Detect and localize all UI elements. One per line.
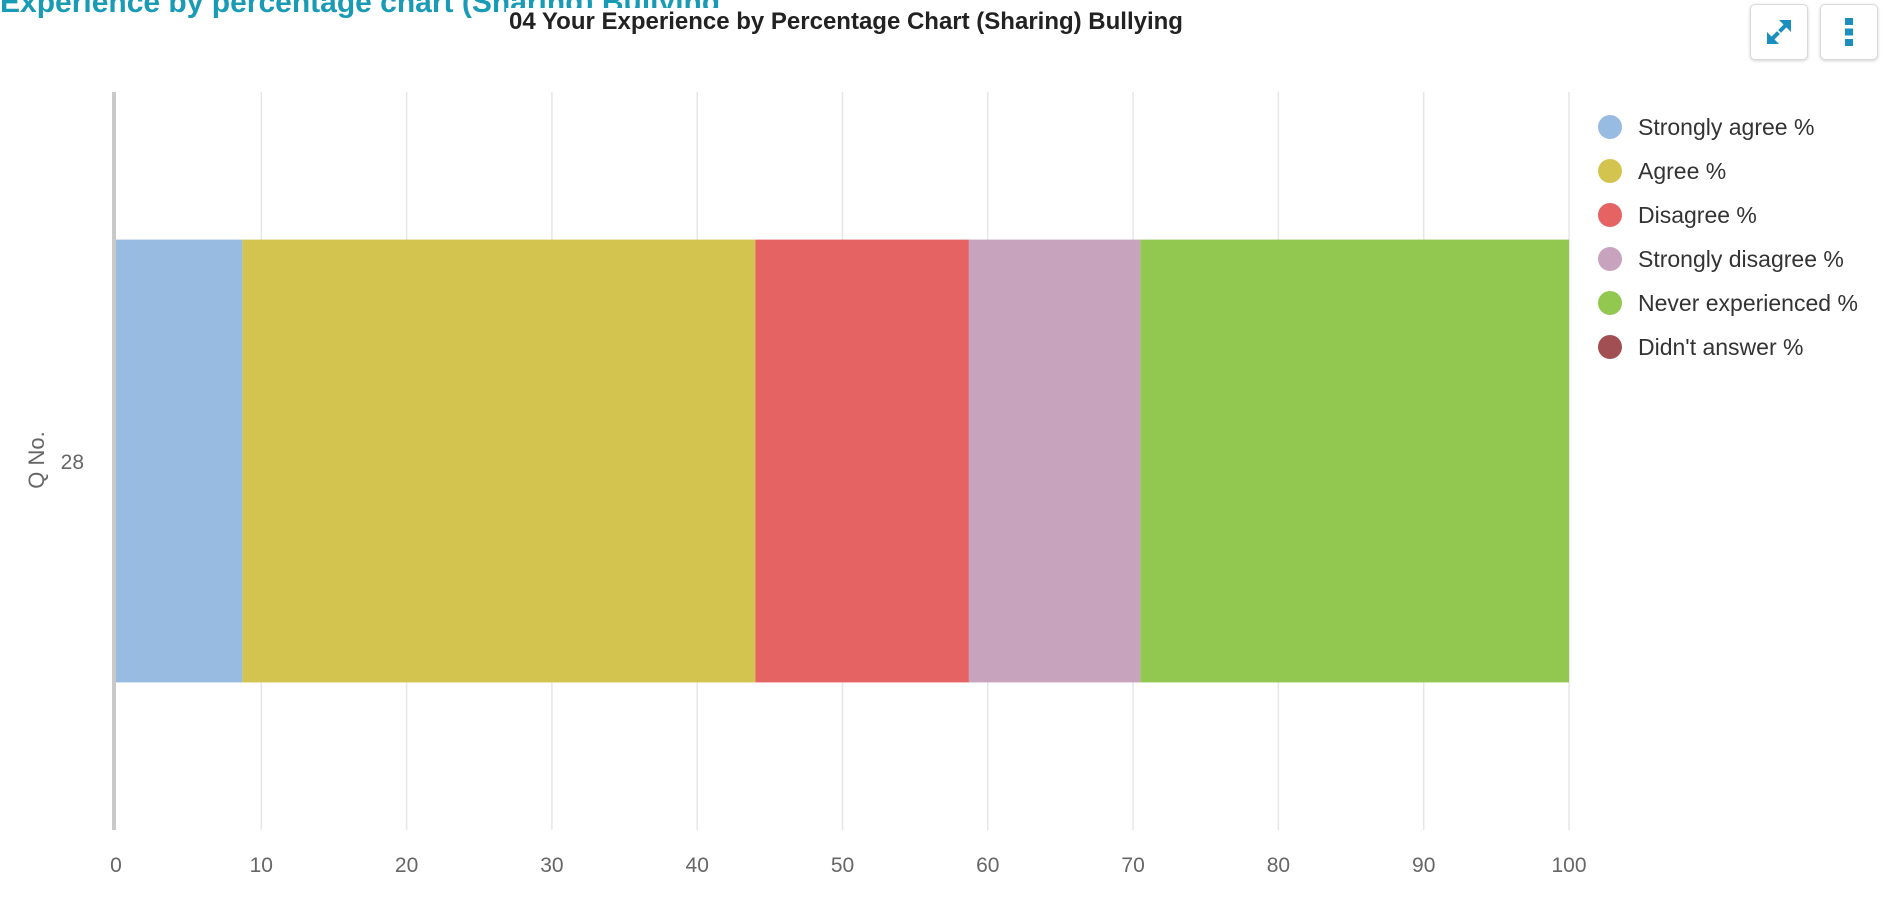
expand-button[interactable]: [1750, 4, 1808, 60]
x-tick-label-90: 90: [1412, 854, 1435, 877]
x-tick-label-10: 10: [250, 854, 273, 877]
y-category-label: 28: [61, 451, 84, 474]
x-tick-label-70: 70: [1121, 854, 1144, 877]
legend-label: Agree %: [1638, 157, 1727, 184]
legend-swatch: [1598, 247, 1622, 271]
legend-item[interactable]: Disagree %: [1598, 193, 1858, 237]
legend-item[interactable]: Agree %: [1598, 149, 1858, 193]
bar-segment-strongly-agree[interactable]: [116, 239, 243, 683]
legend-item[interactable]: Didn't answer %: [1598, 325, 1858, 369]
legend-label: Never experienced %: [1638, 289, 1858, 316]
x-tick-label-100: 100: [1551, 854, 1586, 877]
legend-swatch: [1598, 159, 1622, 183]
bar-segment-agree[interactable]: [242, 239, 756, 683]
bar-segment-never-experienced[interactable]: [1140, 239, 1569, 683]
legend-item[interactable]: Never experienced %: [1598, 281, 1858, 325]
x-tick-labels: 0 10 20 30 40 50 60 70 80 90 100: [110, 854, 1586, 877]
legend-item[interactable]: Strongly agree %: [1598, 105, 1858, 149]
legend-swatch: [1598, 203, 1622, 227]
bar-segment-strongly-disagree[interactable]: [968, 239, 1141, 683]
expand-arrows-icon: [1767, 20, 1791, 44]
x-tick-label-80: 80: [1267, 854, 1290, 877]
legend-item[interactable]: Strongly disagree %: [1598, 237, 1858, 281]
legend-label: Strongly agree %: [1638, 113, 1815, 140]
y-axis-label: Q No.: [24, 431, 49, 488]
legend-label: Didn't answer %: [1638, 333, 1804, 360]
x-tick-label-30: 30: [540, 854, 563, 877]
bar-segment-disagree[interactable]: [755, 239, 969, 683]
legend-swatch: [1598, 335, 1622, 359]
x-tick-label-0: 0: [110, 854, 122, 877]
legend-label: Disagree %: [1638, 201, 1757, 228]
bars: [116, 239, 1569, 683]
x-tick-label-50: 50: [831, 854, 854, 877]
legend-swatch: [1598, 115, 1622, 139]
chart-title: 04 Your Experience by Percentage Chart (…: [506, 8, 1186, 36]
vertical-dots-icon: [1845, 18, 1853, 46]
legend-label: Strongly disagree %: [1638, 245, 1844, 272]
legend: Strongly agree % Agree % Disagree % Strongl…: [1598, 105, 1858, 369]
legend-swatch: [1598, 291, 1622, 315]
x-tick-label-60: 60: [976, 854, 999, 877]
y-category-labels: 28: [61, 451, 84, 474]
x-tick-label-40: 40: [686, 854, 709, 877]
x-tick-label-20: 20: [395, 854, 418, 877]
more-options-button[interactable]: [1820, 4, 1878, 60]
